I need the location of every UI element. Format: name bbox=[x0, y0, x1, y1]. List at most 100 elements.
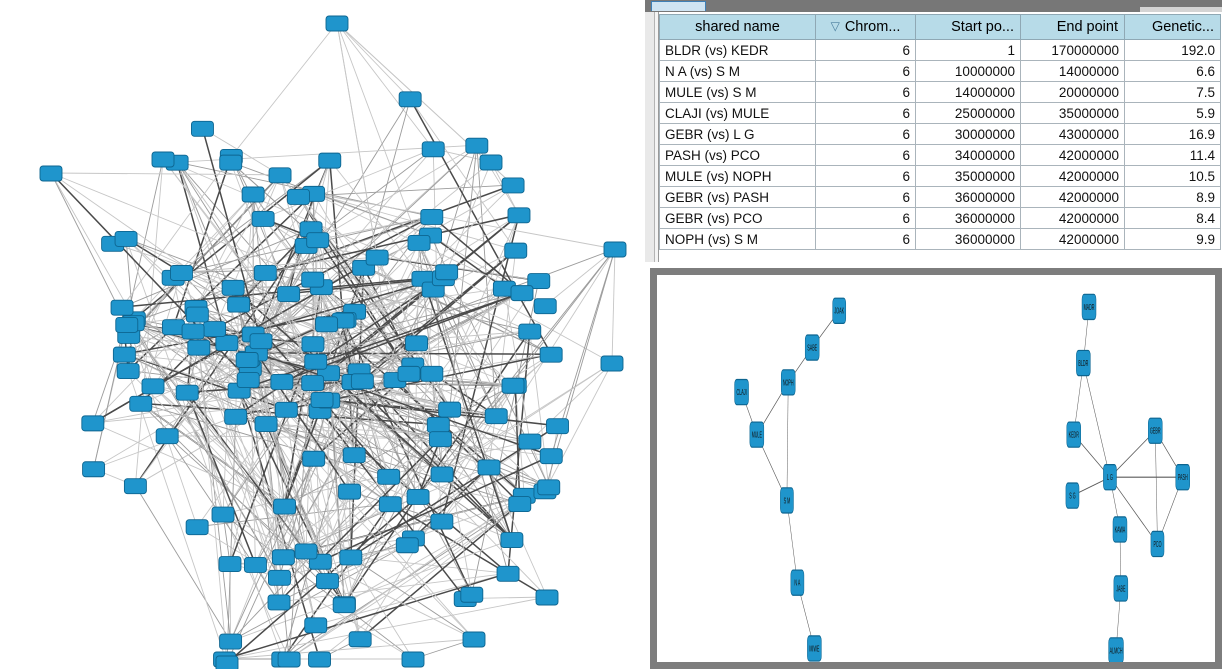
subnetwork-node[interactable]: KAWA bbox=[1112, 516, 1128, 543]
cell-start-point[interactable]: 35000000 bbox=[915, 165, 1021, 187]
cell-end-point[interactable]: 14000000 bbox=[1020, 60, 1125, 82]
subnetwork-node-shape[interactable] bbox=[1066, 421, 1081, 448]
main-network-node[interactable] bbox=[546, 418, 569, 435]
main-network-node[interactable] bbox=[301, 271, 325, 288]
cell-chromosome[interactable]: 6 bbox=[815, 228, 916, 250]
subnetwork-node-shape[interactable] bbox=[790, 569, 805, 596]
cell-start-point[interactable]: 14000000 bbox=[915, 81, 1021, 103]
main-network-node[interactable] bbox=[460, 586, 484, 603]
table-row[interactable]: NOPH (vs) S M 6 36000000 42000000 9.9 bbox=[659, 228, 1221, 250]
main-network-node[interactable] bbox=[267, 594, 291, 611]
table-row[interactable]: GEBR (vs) PASH 6 36000000 42000000 8.9 bbox=[659, 186, 1221, 208]
cell-chromosome[interactable]: 6 bbox=[815, 39, 916, 61]
subnetwork-node[interactable]: NOPH bbox=[780, 369, 796, 396]
subnetwork-node[interactable]: L G bbox=[1103, 464, 1117, 491]
table-row[interactable]: BLDR (vs) KEDR 6 1 170000000 192.0 bbox=[659, 39, 1221, 61]
main-network-node[interactable] bbox=[161, 319, 185, 336]
main-network-node[interactable] bbox=[170, 265, 193, 281]
main-network-node[interactable] bbox=[420, 209, 444, 225]
table-row[interactable]: GEBR (vs) L G 6 30000000 43000000 16.9 bbox=[659, 123, 1221, 145]
cell-chromosome[interactable]: 6 bbox=[815, 186, 916, 208]
main-network-nodes[interactable] bbox=[39, 15, 627, 669]
main-network-node[interactable] bbox=[428, 431, 452, 448]
main-network-node[interactable] bbox=[141, 378, 165, 395]
main-network-node[interactable] bbox=[603, 241, 627, 258]
subnetwork-node-shape[interactable] bbox=[1150, 530, 1165, 558]
main-network-node[interactable] bbox=[254, 416, 278, 433]
edge-attribute-table[interactable]: shared name ▽ Chrom... Start po... End po… bbox=[659, 14, 1221, 250]
cell-shared-name[interactable]: CLAJI (vs) MULE bbox=[659, 102, 816, 124]
main-network-node[interactable] bbox=[227, 296, 251, 313]
subnetwork-node-shape[interactable] bbox=[734, 378, 749, 406]
main-network-node[interactable] bbox=[187, 339, 211, 356]
subnetwork-node[interactable]: MADR bbox=[1081, 293, 1097, 321]
main-network-node[interactable] bbox=[325, 15, 349, 32]
cell-start-point[interactable]: 36000000 bbox=[915, 228, 1021, 250]
main-network-node[interactable] bbox=[249, 333, 273, 350]
column-header-shared-name[interactable]: shared name bbox=[659, 14, 816, 40]
main-network-node[interactable] bbox=[271, 549, 295, 566]
main-network-node[interactable] bbox=[114, 230, 138, 247]
main-network-node[interactable] bbox=[123, 478, 147, 495]
cell-shared-name[interactable]: MULE (vs) NOPH bbox=[659, 165, 816, 187]
main-network-node[interactable] bbox=[518, 433, 542, 450]
main-network-node[interactable] bbox=[115, 317, 139, 333]
subnetwork-node-shape[interactable] bbox=[804, 334, 820, 361]
main-network-node[interactable] bbox=[420, 365, 444, 382]
cell-end-point[interactable]: 43000000 bbox=[1020, 123, 1125, 145]
main-network-node[interactable] bbox=[338, 483, 361, 500]
cell-end-point[interactable]: 42000000 bbox=[1020, 144, 1125, 166]
table-row[interactable]: CLAJI (vs) MULE 6 25000000 35000000 5.9 bbox=[659, 102, 1221, 124]
subnetwork-node[interactable]: JOAK bbox=[832, 297, 847, 324]
main-network-node[interactable] bbox=[243, 556, 267, 573]
cell-genetic[interactable]: 5.9 bbox=[1124, 102, 1221, 124]
subnetwork-node[interactable]: PASH bbox=[1175, 464, 1190, 491]
main-network-node[interactable] bbox=[600, 355, 624, 372]
main-network-node[interactable] bbox=[185, 306, 209, 323]
main-network-node[interactable] bbox=[191, 120, 214, 137]
sort-descending-icon[interactable]: ▽ bbox=[830, 19, 840, 33]
main-network-node[interactable] bbox=[39, 165, 63, 182]
column-header-genetic[interactable]: Genetic... bbox=[1124, 14, 1221, 40]
main-network-node[interactable] bbox=[219, 154, 243, 171]
main-network-node[interactable] bbox=[203, 321, 227, 338]
main-network-node[interactable] bbox=[479, 154, 503, 171]
cell-genetic[interactable]: 7.5 bbox=[1124, 81, 1221, 103]
cell-chromosome[interactable]: 6 bbox=[815, 144, 916, 166]
main-network-node[interactable] bbox=[211, 506, 235, 523]
subnetwork-node[interactable]: S G bbox=[1065, 482, 1080, 509]
main-network-node[interactable] bbox=[508, 496, 532, 513]
main-network-node[interactable] bbox=[430, 466, 454, 483]
subnetwork-edge[interactable] bbox=[786, 382, 789, 501]
subnetwork-node[interactable]: SABE bbox=[804, 334, 820, 361]
main-network-node[interactable] bbox=[533, 298, 557, 315]
cell-shared-name[interactable]: NOPH (vs) S M bbox=[659, 228, 816, 250]
cell-shared-name[interactable]: GEBR (vs) PASH bbox=[659, 186, 816, 208]
main-network-node[interactable] bbox=[306, 232, 330, 249]
subnetwork-node-shape[interactable] bbox=[1113, 575, 1129, 602]
cell-shared-name[interactable]: PASH (vs) PCO bbox=[659, 144, 816, 166]
subnetwork-edge[interactable] bbox=[1109, 430, 1156, 478]
cell-shared-name[interactable]: GEBR (vs) L G bbox=[659, 123, 816, 145]
subnetwork-edge[interactable] bbox=[1155, 430, 1158, 544]
subnetwork-edge[interactable] bbox=[786, 500, 798, 583]
main-network-node[interactable] bbox=[316, 573, 339, 590]
main-network-node[interactable] bbox=[527, 273, 551, 290]
subnetwork-node[interactable]: CLAJI bbox=[734, 378, 749, 406]
main-network-node[interactable] bbox=[218, 556, 242, 573]
main-network-node[interactable] bbox=[510, 285, 534, 302]
cell-chromosome[interactable]: 6 bbox=[815, 123, 916, 145]
main-network-node[interactable] bbox=[302, 450, 326, 467]
subnetwork-node-shape[interactable] bbox=[832, 297, 847, 324]
cell-chromosome[interactable]: 6 bbox=[815, 102, 916, 124]
main-network-node[interactable] bbox=[421, 141, 445, 158]
main-network-node[interactable] bbox=[253, 265, 277, 281]
cell-chromosome[interactable]: 6 bbox=[815, 165, 916, 187]
main-network-node[interactable] bbox=[112, 346, 136, 363]
main-network-node[interactable] bbox=[500, 532, 524, 549]
cell-genetic[interactable]: 10.5 bbox=[1124, 165, 1221, 187]
main-network-node[interactable] bbox=[405, 335, 428, 352]
table-row[interactable]: PASH (vs) PCO 6 34000000 42000000 11.4 bbox=[659, 144, 1221, 166]
main-network-node[interactable] bbox=[395, 537, 419, 554]
main-network-node[interactable] bbox=[116, 363, 140, 380]
